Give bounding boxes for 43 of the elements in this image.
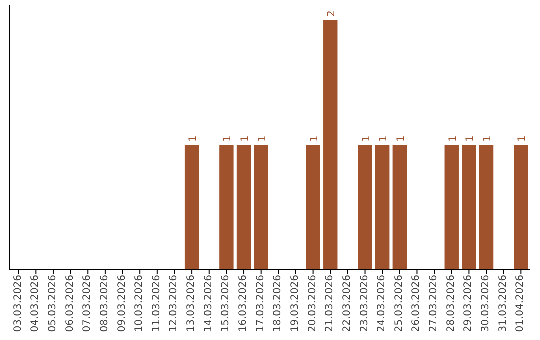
x-tick-label: 01.04.2026: [515, 275, 526, 332]
x-tick-label: 14.03.2026: [203, 275, 214, 332]
data-label: 1: [222, 136, 234, 142]
x-tick-label: 22.03.2026: [342, 275, 353, 332]
data-label: 1: [240, 136, 252, 142]
x-tick-label: 25.03.2026: [394, 275, 405, 332]
x-tick-label: 31.03.2026: [498, 275, 509, 332]
data-label: 1: [396, 136, 407, 142]
x-tick-label: 12.03.2026: [168, 275, 180, 332]
x-tick-label: 24.03.2026: [376, 275, 388, 332]
x-tick-label: 23.03.2026: [359, 275, 370, 332]
x-tick-label: 17.03.2026: [255, 275, 266, 332]
data-label: 1: [257, 136, 268, 142]
x-tick-label: 18.03.2026: [272, 275, 284, 332]
data-label: 1: [448, 136, 459, 142]
x-tick-label: 03.03.2026: [12, 275, 24, 332]
x-tick-label: 16.03.2026: [238, 275, 250, 332]
data-label: 1: [378, 136, 390, 142]
data-label: 2: [326, 10, 338, 17]
x-tick-label: 11.03.2026: [151, 275, 162, 332]
data-label: 1: [361, 136, 372, 142]
x-tick-label: 29.03.2026: [463, 275, 474, 332]
x-tick-label: 13.03.2026: [186, 275, 198, 332]
x-tick-label: 15.03.2026: [220, 275, 232, 332]
x-tick-label: 19.03.2026: [290, 275, 301, 332]
x-tick-label: 05.03.2026: [47, 275, 58, 332]
x-tick-label: 10.03.2026: [134, 275, 146, 332]
x-tick-label: 28.03.2026: [446, 275, 457, 332]
x-tick-label: 27.03.2026: [428, 275, 440, 332]
x-tick-label: 20.03.2026: [307, 275, 318, 332]
data-label: 1: [482, 136, 494, 142]
x-tick-label: 04.03.2026: [30, 275, 42, 332]
x-tick-label: 30.03.2026: [480, 275, 492, 332]
x-tick-label: 09.03.2026: [116, 275, 128, 332]
x-tick-label: 21.03.2026: [324, 275, 336, 332]
data-label: 1: [309, 136, 320, 142]
data-label: 1: [517, 136, 528, 142]
data-label: 1: [465, 136, 476, 142]
x-tick-label: 07.03.2026: [82, 275, 94, 332]
x-tick-label: 26.03.2026: [411, 275, 422, 332]
x-tick-label: 08.03.2026: [99, 275, 110, 332]
x-tick-label: 06.03.2026: [64, 275, 76, 332]
data-label: 1: [188, 136, 200, 142]
